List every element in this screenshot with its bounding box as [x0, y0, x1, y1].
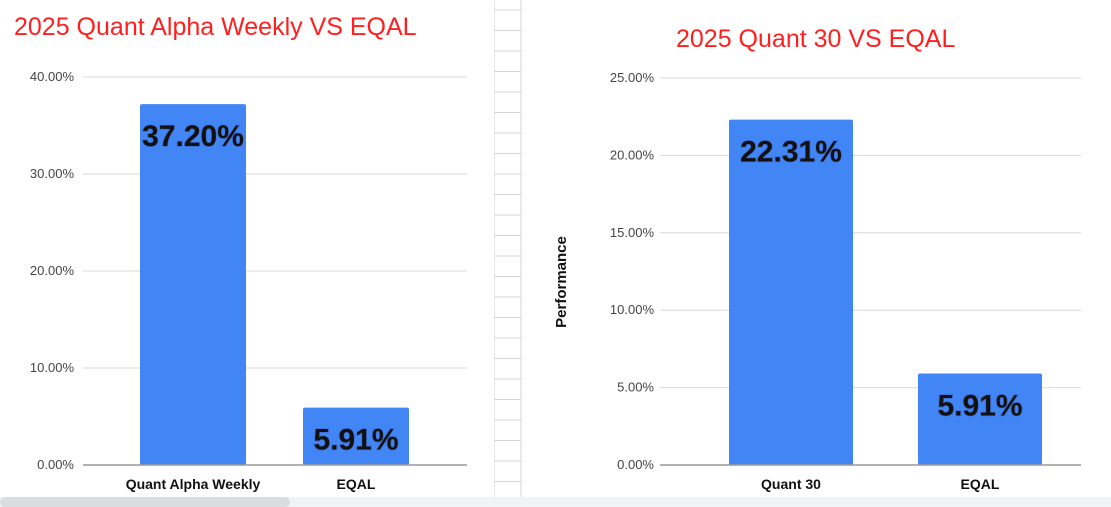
y-tick-label: 10.00%	[610, 302, 655, 317]
chart-panel-left[interactable]: 2025 Quant Alpha Weekly VS EQAL 0.00% 10.…	[0, 0, 494, 497]
bar-eqal[interactable]	[303, 407, 409, 465]
y-tick-label: 0.00%	[617, 457, 654, 472]
bar-chart-quant-alpha-weekly: 0.00% 10.00% 20.00% 30.00% 40.00% 37.20% Quant…	[30, 69, 467, 492]
chart-title: 2025 Quant 30 VS EQAL	[676, 25, 956, 53]
x-category-label: EQAL	[961, 476, 1000, 492]
chart-panel-right[interactable]: 2025 Quant 30 VS EQAL 0.00% 5.00% 10.00% 15…	[522, 0, 1111, 497]
horizontal-scrollbar-thumb[interactable]	[0, 497, 290, 507]
x-category-label: Quant Alpha Weekly	[126, 476, 261, 492]
bar-quant-30[interactable]	[729, 119, 853, 465]
data-label: 5.91%	[937, 390, 1022, 423]
y-tick-label: 0.00%	[37, 457, 74, 472]
y-tick-label: 20.00%	[30, 263, 75, 278]
data-label: 5.91%	[313, 424, 398, 457]
bar-chart-quant-30: 0.00% 5.00% 10.00% 15.00% 20.00% 25.00% 22.31%…	[553, 70, 1081, 492]
horizontal-scrollbar-track[interactable]	[0, 497, 1111, 507]
data-label: 37.20%	[142, 120, 244, 153]
data-label: 22.31%	[740, 136, 842, 169]
bar-quant-alpha-weekly[interactable]	[140, 104, 246, 465]
x-category-label: EQAL	[337, 476, 376, 492]
y-tick-label: 5.00%	[617, 380, 654, 395]
y-tick-label: 30.00%	[30, 166, 75, 181]
y-tick-label: 40.00%	[30, 69, 75, 84]
chart-title: 2025 Quant Alpha Weekly VS EQAL	[14, 13, 417, 41]
y-tick-label: 15.00%	[610, 225, 655, 240]
y-tick-label: 10.00%	[30, 360, 75, 375]
x-category-label: Quant 30	[761, 476, 821, 492]
y-axis-title: Performance	[553, 236, 570, 328]
y-tick-label: 20.00%	[610, 147, 655, 162]
y-tick-label: 25.00%	[610, 70, 655, 85]
bar-eqal[interactable]	[918, 373, 1042, 465]
